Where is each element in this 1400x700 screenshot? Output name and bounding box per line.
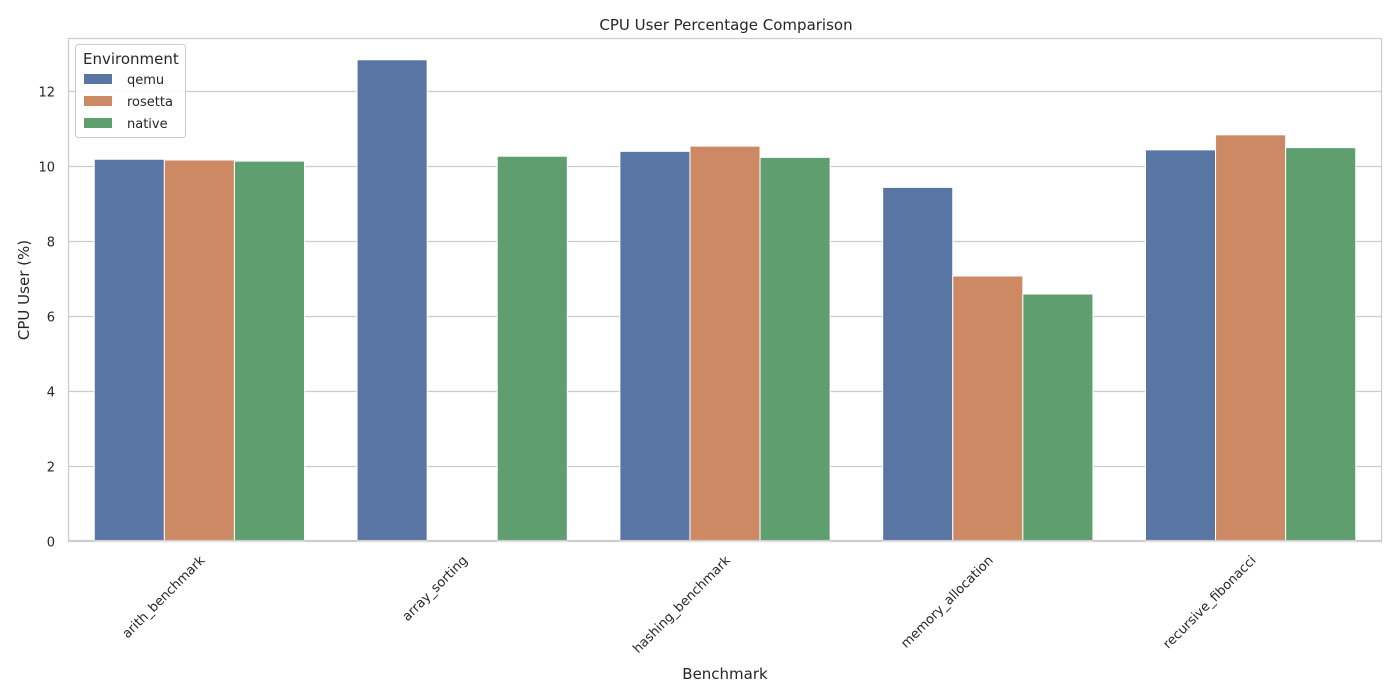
bar-rosetta-arith_benchmark	[163, 159, 235, 542]
legend-label-rosetta: rosetta	[127, 95, 173, 110]
x-axis-ticks: arith_benchmark array_sorting hashing_benc…	[120, 553, 1260, 657]
bar-qemu-memory_allocation	[882, 186, 954, 542]
x-tick-label: array_sorting	[400, 553, 471, 624]
legend-swatch-rosetta	[84, 96, 112, 106]
y-tick-label: 0	[47, 536, 55, 551]
bar-native-arith_benchmark	[233, 160, 306, 542]
x-tick-label: recursive_fibonacci	[1161, 553, 1260, 652]
x-tick-label: memory_allocation	[898, 553, 996, 651]
y-tick-label: 12	[38, 86, 55, 101]
bar-qemu-array_sorting	[356, 59, 428, 542]
chart-title: CPU User Percentage Comparison	[599, 16, 852, 34]
y-tick-label: 2	[47, 461, 55, 476]
bar-native-recursive_fibonacci	[1285, 147, 1357, 542]
legend-title: Environment	[83, 50, 179, 68]
y-tick-label: 10	[38, 161, 55, 176]
y-tick-label: 4	[47, 386, 55, 401]
bar-native-hashing_benchmark	[759, 156, 831, 542]
bar-native-array_sorting	[496, 155, 568, 542]
y-tick-label: 6	[47, 311, 55, 326]
legend-box	[75, 44, 186, 138]
x-tick-label: arith_benchmark	[120, 553, 209, 642]
bar-qemu-recursive_fibonacci	[1144, 149, 1217, 542]
legend: Environment qemu rosetta native	[75, 44, 186, 138]
bar-rosetta-recursive_fibonacci	[1215, 134, 1287, 542]
x-axis-label: Benchmark	[682, 665, 768, 683]
x-tick-label: hashing_benchmark	[630, 553, 734, 657]
bars	[93, 59, 1357, 542]
bar-rosetta-hashing_benchmark	[689, 145, 761, 542]
plot-area-border	[67, 37, 1383, 542]
bar-qemu-hashing_benchmark	[619, 150, 691, 542]
y-tick-label: 8	[47, 236, 55, 251]
legend-items: qemu rosetta native	[84, 73, 173, 132]
y-axis-label: CPU User (%)	[15, 240, 33, 340]
bar-rosetta-memory_allocation	[952, 275, 1024, 542]
bar-qemu-arith_benchmark	[93, 158, 165, 542]
legend-swatch-native	[84, 118, 112, 128]
legend-label-native: native	[127, 117, 168, 132]
y-axis-ticks: 0 2 4 6 8 10 12	[38, 86, 55, 551]
bar-native-memory_allocation	[1022, 293, 1094, 542]
legend-swatch-qemu	[84, 74, 112, 84]
legend-label-qemu: qemu	[127, 73, 164, 88]
